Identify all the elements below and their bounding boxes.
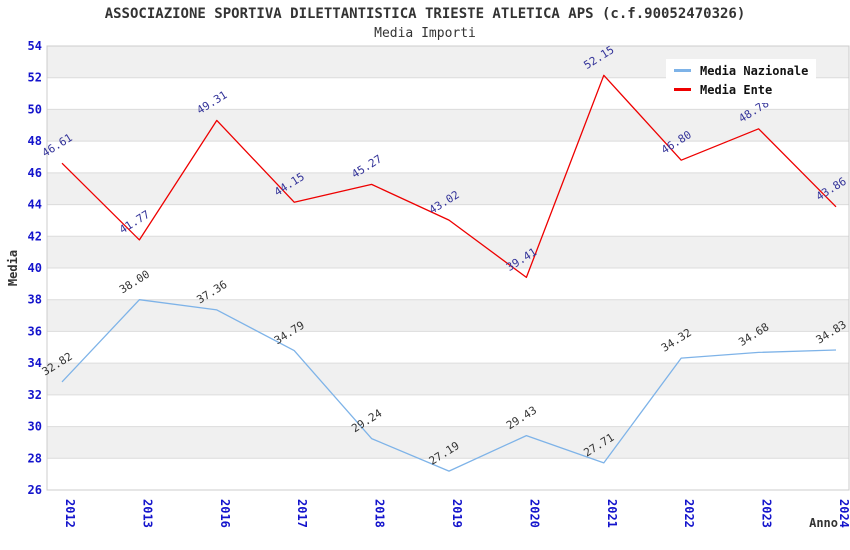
y-axis-title: Media bbox=[6, 250, 20, 286]
plot-band bbox=[47, 236, 849, 268]
x-tick-label: 2024 bbox=[837, 499, 850, 528]
x-tick-label: 2023 bbox=[760, 499, 774, 528]
x-tick-label: 2013 bbox=[140, 499, 154, 528]
legend-item-media-nazionale: Media Nazionale bbox=[674, 63, 808, 78]
series-line-media-nazionale bbox=[61, 299, 837, 472]
x-axis-title: Anno bbox=[809, 516, 838, 530]
y-tick-label: 44 bbox=[28, 198, 42, 212]
x-tick-label: 2012 bbox=[63, 499, 77, 528]
media-nazionale-line-swatch bbox=[674, 69, 691, 72]
y-tick-label: 28 bbox=[28, 451, 42, 465]
x-tick-label: 2020 bbox=[527, 499, 541, 528]
legend-item-media-ente: Media Ente bbox=[674, 82, 808, 97]
y-tick-label: 36 bbox=[28, 324, 42, 338]
legend-label: Media Nazionale bbox=[700, 63, 809, 78]
x-tick-label: 2017 bbox=[295, 499, 309, 528]
legend: Media Nazionale Media Ente bbox=[666, 59, 817, 103]
series-line-media-ente bbox=[61, 74, 837, 279]
y-tick-label: 34 bbox=[28, 356, 42, 370]
y-tick-label: 40 bbox=[28, 261, 42, 275]
y-tick-label: 42 bbox=[28, 229, 42, 243]
plot-band bbox=[47, 172, 849, 205]
y-tick-label: 38 bbox=[28, 293, 42, 307]
media-ente-line-swatch bbox=[674, 88, 691, 91]
plot-band bbox=[47, 458, 849, 490]
plot-band bbox=[47, 141, 849, 173]
y-tick-label: 30 bbox=[28, 420, 42, 434]
y-tick-label: 50 bbox=[28, 102, 42, 116]
x-tick-label: 2022 bbox=[682, 499, 696, 528]
x-tick-label: 2021 bbox=[605, 499, 619, 528]
y-tick-label: 26 bbox=[28, 483, 42, 497]
chart-subtitle: Media Importi bbox=[374, 26, 476, 41]
plot-band bbox=[47, 268, 849, 300]
plot-band bbox=[47, 299, 849, 332]
x-tick-label: 2016 bbox=[218, 499, 232, 528]
plot-band bbox=[47, 394, 849, 427]
x-tick-label: 2018 bbox=[373, 499, 387, 528]
plot-border bbox=[46, 45, 850, 491]
plot-band bbox=[47, 204, 849, 237]
plot-band bbox=[47, 109, 849, 142]
plot-band bbox=[47, 363, 849, 395]
chart-title: ASSOCIAZIONE SPORTIVA DILETTANTISTICA TR… bbox=[104, 6, 746, 22]
y-tick-label: 48 bbox=[28, 134, 42, 148]
legend-label: Media Ente bbox=[700, 82, 773, 97]
y-tick-label: 52 bbox=[28, 71, 42, 85]
y-tick-label: 32 bbox=[28, 388, 42, 402]
y-tick-label: 46 bbox=[28, 166, 42, 180]
y-tick-label: 54 bbox=[28, 39, 42, 53]
x-tick-label: 2019 bbox=[450, 499, 464, 528]
plot-band bbox=[47, 426, 849, 459]
plot-band bbox=[47, 331, 849, 364]
